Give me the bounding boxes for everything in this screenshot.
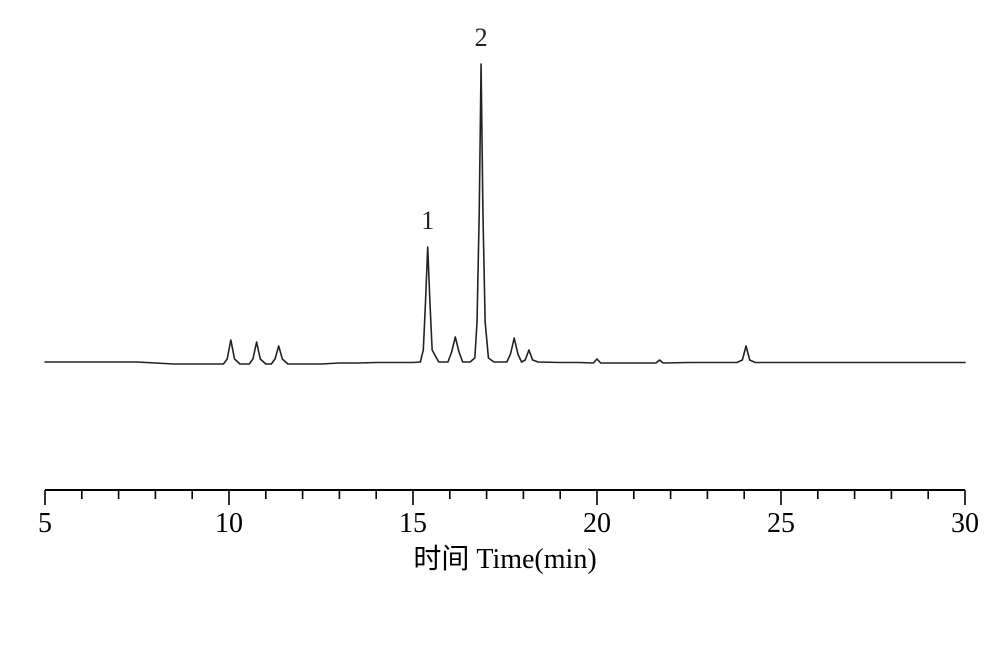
axis-tick-label: 20 (583, 508, 611, 539)
peak-label: 1 (421, 206, 434, 235)
axis-tick-label: 30 (951, 508, 979, 539)
peak-label: 2 (475, 23, 488, 52)
axis-tick-label: 15 (399, 508, 427, 539)
x-axis: 5 10 15 20 25 30 时间 Time(min) (38, 490, 979, 575)
axis-tick-label: 10 (215, 508, 243, 539)
axis-tick-label: 5 (38, 508, 52, 539)
axis-tick-label: 25 (767, 508, 795, 539)
chromatogram-chart: 51015202530时间 Time(min)12 (0, 0, 1000, 647)
chromatogram-plot: 12 (45, 23, 965, 364)
axis-title: 时间 Time(min) (413, 543, 596, 575)
chart-svg: 51015202530时间 Time(min)12 (0, 0, 1000, 647)
chromatogram-trace (45, 64, 965, 364)
